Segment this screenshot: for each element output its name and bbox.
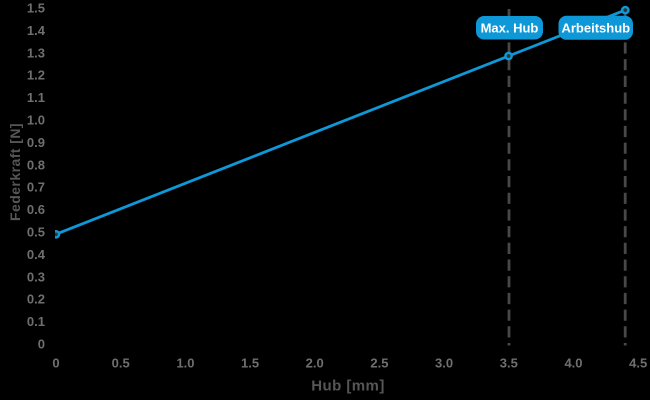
svg-text:Max. Hub: Max. Hub — [481, 21, 539, 36]
svg-text:0.8: 0.8 — [27, 157, 45, 172]
svg-text:0.7: 0.7 — [27, 180, 45, 195]
svg-text:1.5: 1.5 — [241, 355, 259, 370]
svg-text:3.0: 3.0 — [435, 355, 453, 370]
svg-text:Arbeitshub: Arbeitshub — [561, 21, 630, 36]
svg-text:0.9: 0.9 — [27, 135, 45, 150]
svg-text:0.6: 0.6 — [27, 202, 45, 217]
svg-text:1.3: 1.3 — [27, 45, 45, 60]
svg-text:Hub [mm]: Hub [mm] — [311, 378, 385, 395]
svg-text:0.5: 0.5 — [27, 225, 45, 240]
svg-text:0: 0 — [38, 337, 45, 352]
svg-text:0.4: 0.4 — [27, 247, 46, 262]
svg-text:1.1: 1.1 — [27, 90, 45, 105]
svg-text:1.0: 1.0 — [27, 113, 45, 128]
svg-text:1.5: 1.5 — [27, 1, 45, 16]
svg-text:3.5: 3.5 — [500, 355, 518, 370]
svg-text:2.0: 2.0 — [306, 355, 324, 370]
svg-text:0: 0 — [52, 355, 59, 370]
svg-text:0.3: 0.3 — [27, 269, 45, 284]
svg-text:1.0: 1.0 — [176, 355, 194, 370]
svg-text:2.5: 2.5 — [370, 355, 388, 370]
svg-text:1.2: 1.2 — [27, 68, 45, 83]
svg-text:0.1: 0.1 — [27, 314, 45, 329]
svg-text:4.5: 4.5 — [629, 355, 647, 370]
svg-text:0.5: 0.5 — [112, 355, 130, 370]
svg-text:4.0: 4.0 — [564, 355, 582, 370]
svg-text:0.2: 0.2 — [27, 292, 45, 307]
svg-text:Federkraft [N]: Federkraft [N] — [7, 123, 23, 221]
svg-text:1.4: 1.4 — [27, 23, 46, 38]
